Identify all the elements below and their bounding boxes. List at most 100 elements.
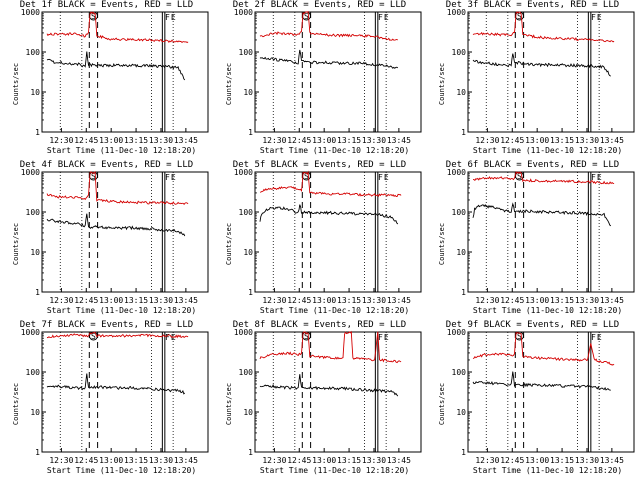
y-axis-label: Counts/sec <box>438 382 446 426</box>
panel-plot: 1 10 100 1000 12:30 12:45 13:00 13:15 13:30 13:45… <box>21 328 209 465</box>
x-tick-label: 12:45 <box>74 296 98 305</box>
y-tick-label: 100 <box>239 208 254 217</box>
flare-marker-label: F <box>378 173 383 182</box>
lld-series-line <box>46 331 189 339</box>
x-tick-label: 13:30 <box>362 456 386 465</box>
y-tick-label: 100 <box>239 368 254 377</box>
x-axis-label: Start Time (11-Dec-10 12:18:20) <box>46 466 197 475</box>
x-tick-label: 13:30 <box>362 136 386 145</box>
flare-marker-label: F <box>165 173 170 182</box>
y-tick-label: 10 <box>456 248 466 257</box>
end-marker-label: E <box>171 173 176 182</box>
x-tick-label: 12:30 <box>475 296 499 305</box>
x-tick-label: 13:45 <box>174 456 198 465</box>
y-tick-label: 1000 <box>21 328 40 337</box>
source-marker-label: S <box>517 172 522 181</box>
y-axis-label: Counts/sec <box>225 62 233 106</box>
flare-marker-label: F <box>165 333 170 342</box>
plot-frame <box>41 11 209 133</box>
x-tick-label: 13:00 <box>312 296 336 305</box>
x-tick-label: 13:45 <box>387 296 411 305</box>
plot-frame <box>467 11 635 133</box>
x-tick-label: 13:00 <box>525 136 549 145</box>
plot-frame <box>41 331 209 453</box>
x-tick-label: 13:30 <box>362 296 386 305</box>
x-tick-label: 13:15 <box>337 136 361 145</box>
detector-panel-5: Det 5f BLACK = Events, RED = LLD 1 10 100 10… <box>213 160 426 320</box>
y-axis-label: Counts/sec <box>12 62 20 106</box>
source-marker-label: S <box>517 332 522 341</box>
plot-frame <box>41 171 209 293</box>
panel-plot: 1 10 100 1000 12:30 12:45 13:00 13:15 13:30 13:45… <box>234 328 422 465</box>
y-tick-label: 1 <box>461 288 466 297</box>
end-marker-label: E <box>384 333 389 342</box>
x-tick-label: 12:30 <box>475 136 499 145</box>
x-tick-label: 12:30 <box>475 456 499 465</box>
plot-frame <box>467 331 635 453</box>
x-tick-label: 13:00 <box>99 296 123 305</box>
x-tick-label: 13:15 <box>124 296 148 305</box>
x-tick-label: 13:30 <box>149 296 173 305</box>
x-tick-label: 13:15 <box>124 136 148 145</box>
x-tick-label: 12:45 <box>287 456 311 465</box>
panel-plot: 1 10 100 1000 12:30 12:45 13:00 13:15 13:30 13:45… <box>234 168 422 305</box>
y-tick-label: 1000 <box>447 168 466 177</box>
y-tick-label: 1 <box>248 128 253 137</box>
source-marker-label: S <box>91 332 96 341</box>
x-tick-label: 12:30 <box>262 136 286 145</box>
source-marker-label: S <box>304 12 309 21</box>
y-tick-label: 1000 <box>21 168 40 177</box>
detector-panel-8: Det 8f BLACK = Events, RED = LLD 1 10 100 10… <box>213 320 426 480</box>
events-series-line <box>259 49 399 69</box>
x-tick-label: 12:45 <box>500 136 524 145</box>
y-axis-label: Counts/sec <box>438 222 446 266</box>
x-tick-label: 13:45 <box>174 296 198 305</box>
source-marker-label: S <box>91 12 96 21</box>
detector-panel-4: Det 4f BLACK = Events, RED = LLD 1 10 100 10… <box>0 160 213 320</box>
x-tick-label: 13:00 <box>525 296 549 305</box>
y-tick-label: 1 <box>248 288 253 297</box>
panel-title: Det 7f BLACK = Events, RED = LLD <box>19 320 194 330</box>
end-marker-label: E <box>597 173 602 182</box>
panel-title: Det 4f BLACK = Events, RED = LLD <box>19 160 194 170</box>
lld-series-line <box>473 171 615 185</box>
x-tick-label: 13:00 <box>312 456 336 465</box>
end-marker-label: E <box>171 13 176 22</box>
y-tick-label: 1000 <box>234 328 253 337</box>
y-tick-label: 1 <box>35 128 40 137</box>
x-axis-label: Start Time (11-Dec-10 12:18:20) <box>472 466 623 475</box>
y-axis-label: Counts/sec <box>225 382 233 426</box>
end-marker-label: E <box>597 13 602 22</box>
plot-frame <box>254 331 422 453</box>
detector-panel-6: Det 6f BLACK = Events, RED = LLD 1 10 100 10… <box>426 160 639 320</box>
y-tick-label: 10 <box>30 88 40 97</box>
y-tick-label: 100 <box>26 48 41 57</box>
events-series-line <box>472 202 612 227</box>
detector-panel-7: Det 7f BLACK = Events, RED = LLD 1 10 100 10… <box>0 320 213 480</box>
y-tick-label: 1 <box>461 128 466 137</box>
events-series-line <box>472 53 612 77</box>
events-series-line <box>46 213 186 237</box>
detector-panel-9: Det 9f BLACK = Events, RED = LLD 1 10 100 10… <box>426 320 639 480</box>
x-tick-label: 12:30 <box>262 296 286 305</box>
y-tick-label: 10 <box>243 248 253 257</box>
y-tick-label: 10 <box>243 88 253 97</box>
x-tick-label: 13:30 <box>575 296 599 305</box>
lld-series-line <box>472 11 615 43</box>
panel-plot: 1 10 100 1000 12:30 12:45 13:00 13:15 13:30 13:45… <box>234 8 422 145</box>
y-tick-label: 1 <box>248 448 253 457</box>
y-tick-label: 100 <box>452 48 467 57</box>
x-tick-label: 13:45 <box>600 296 624 305</box>
source-marker-label: S <box>517 12 522 21</box>
panel-title: Det 3f BLACK = Events, RED = LLD <box>445 0 620 10</box>
y-tick-label: 1000 <box>447 8 466 17</box>
y-tick-label: 1000 <box>447 328 466 337</box>
x-tick-label: 12:30 <box>49 136 73 145</box>
events-series-line <box>259 374 399 397</box>
x-tick-label: 13:45 <box>600 456 624 465</box>
x-axis-label: Start Time (11-Dec-10 12:18:20) <box>259 466 410 475</box>
x-tick-label: 12:30 <box>49 296 73 305</box>
x-tick-label: 12:45 <box>287 136 311 145</box>
y-tick-label: 1 <box>461 448 466 457</box>
